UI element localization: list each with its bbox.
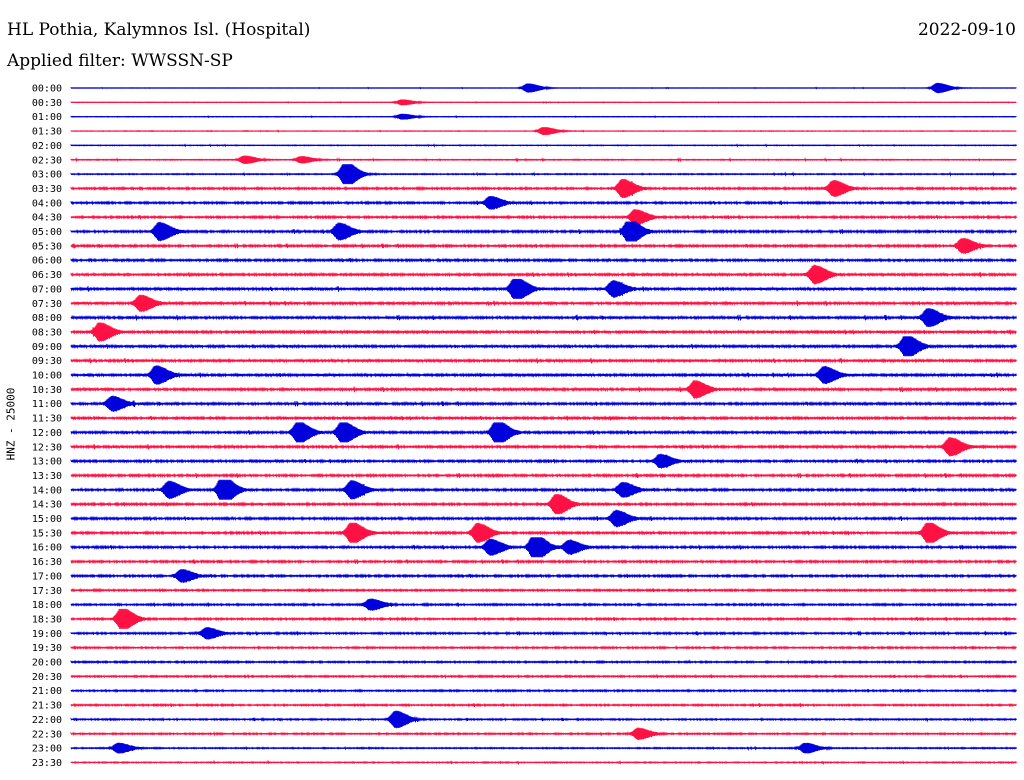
row-time-label: 05:00 (32, 227, 62, 238)
row-time-label: 09:00 (32, 342, 62, 353)
row-time-label: 15:30 (32, 528, 62, 539)
filter-label: Applied filter: WWSSN-SP (7, 51, 233, 71)
row-time-label: 06:00 (32, 256, 62, 267)
row-time-label: 15:00 (32, 514, 62, 525)
row-time-label: 03:00 (32, 170, 62, 181)
row-time-label: 02:30 (32, 155, 62, 166)
row-time-label: 18:00 (32, 600, 62, 611)
row-time-label: 09:30 (32, 356, 62, 367)
row-time-label: 19:00 (32, 629, 62, 640)
row-time-label: 04:00 (32, 198, 62, 209)
row-time-label: 22:30 (32, 729, 62, 740)
row-time-label: 11:00 (32, 399, 62, 410)
row-time-label: 13:30 (32, 471, 62, 482)
row-time-label: 06:30 (32, 270, 62, 281)
row-time-label: 08:30 (32, 327, 62, 338)
row-time-label: 07:30 (32, 299, 62, 310)
row-time-label: 17:30 (32, 586, 62, 597)
row-time-label: 02:00 (32, 141, 62, 152)
row-time-label: 10:00 (32, 371, 62, 382)
row-time-label: 14:30 (32, 500, 62, 511)
station-title: HL Pothia, Kalymnos Isl. (Hospital) (7, 20, 311, 40)
row-time-label: 21:00 (32, 686, 62, 697)
row-time-label: 12:30 (32, 442, 62, 453)
row-time-label: 14:00 (32, 485, 62, 496)
row-time-label: 16:00 (32, 543, 62, 554)
row-time-label: 22:00 (32, 715, 62, 726)
row-time-label: 07:00 (32, 284, 62, 295)
row-time-label: 19:30 (32, 643, 62, 654)
row-time-label: 23:00 (32, 744, 62, 755)
row-time-label: 13:00 (32, 457, 62, 468)
row-time-label: 23:30 (32, 758, 62, 769)
row-time-label: 17:00 (32, 571, 62, 582)
row-time-label: 11:30 (32, 414, 62, 425)
row-time-label: 01:00 (32, 112, 62, 123)
row-time-label: 05:30 (32, 241, 62, 252)
row-time-label: 16:30 (32, 557, 62, 568)
row-time-label: 21:30 (32, 701, 62, 712)
row-time-label: 00:30 (32, 98, 62, 109)
date-label: 2022-09-10 (917, 20, 1016, 40)
row-time-label: 03:30 (32, 184, 62, 195)
row-time-label: 00:00 (32, 84, 62, 95)
row-time-label: 01:30 (32, 127, 62, 138)
row-time-label: 18:30 (32, 614, 62, 625)
row-time-label: 12:00 (32, 428, 62, 439)
row-time-label: 08:00 (32, 313, 62, 324)
row-time-label: 20:00 (32, 658, 62, 669)
row-time-label: 20:30 (32, 672, 62, 683)
row-time-label: 10:30 (32, 385, 62, 396)
row-time-label: 04:30 (32, 213, 62, 224)
